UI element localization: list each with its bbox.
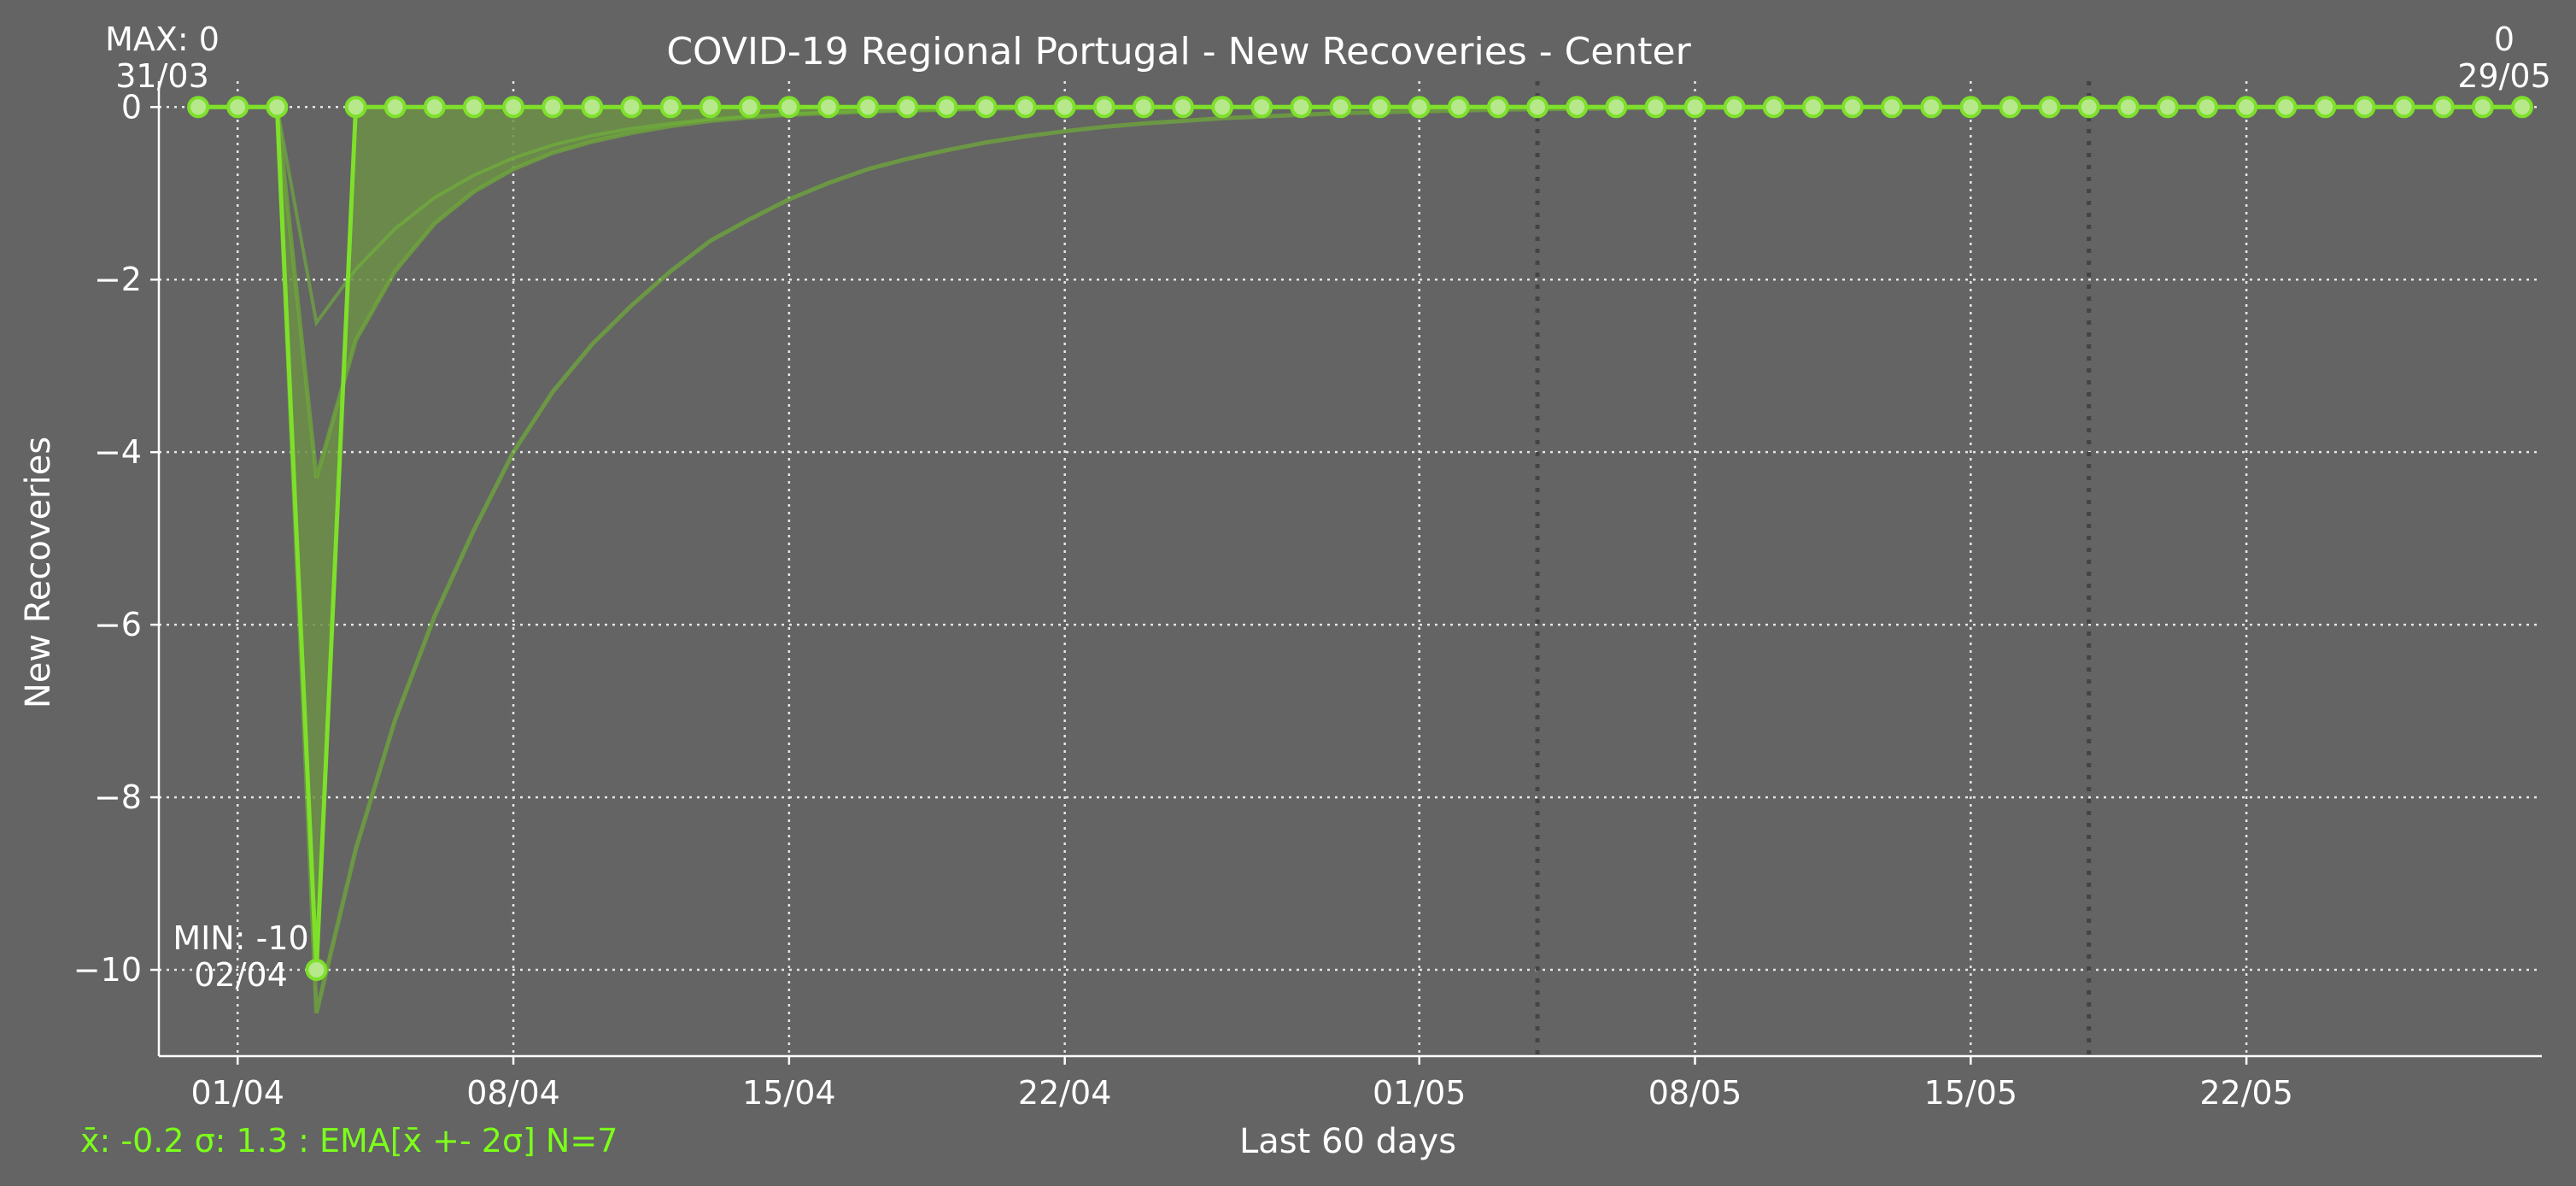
data-point <box>2274 96 2298 119</box>
data-point <box>659 96 682 119</box>
data-point <box>1486 96 1509 119</box>
data-point <box>1250 96 1273 119</box>
x-tick-label: 15/04 <box>742 1074 836 1112</box>
data-point <box>1999 96 2022 119</box>
data-point <box>1447 96 1470 119</box>
ema-lower-line <box>198 104 2522 1014</box>
ema-upper-line <box>198 104 2522 479</box>
data-series <box>198 104 2522 971</box>
x-tick-label: 01/04 <box>190 1074 284 1112</box>
y-tick-label: −10 <box>73 951 142 989</box>
data-point <box>699 96 722 119</box>
y-axis-label: New Recoveries <box>19 437 58 708</box>
y-tick-label: −4 <box>94 433 142 471</box>
data-point <box>1368 96 1391 119</box>
data-point <box>1172 96 1195 119</box>
y-tick-label: −8 <box>94 778 142 816</box>
data-point <box>1566 96 1589 119</box>
data-point <box>1881 96 1904 119</box>
ema-lines <box>198 104 2522 1014</box>
data-point <box>1920 96 1943 119</box>
data-point <box>305 959 328 982</box>
data-point <box>2510 96 2533 119</box>
data-point <box>1329 96 1352 119</box>
data-point <box>502 96 525 119</box>
data-point <box>1605 96 1628 119</box>
data-point <box>975 96 998 119</box>
series-line <box>198 104 2522 971</box>
data-point <box>1841 96 1864 119</box>
data-point <box>1092 96 1115 119</box>
data-point <box>896 96 919 119</box>
data-point <box>1211 96 1234 119</box>
max-annotation-label: MAX: 0 <box>105 21 220 58</box>
data-point <box>423 96 446 119</box>
data-point <box>1408 96 1431 119</box>
y-ticks: 0 −2 −4 −6 −8 −10 <box>73 88 159 989</box>
grid-lines <box>159 81 2542 1056</box>
chart-title: COVID-19 Regional Portugal - New Recover… <box>666 30 1691 73</box>
data-point <box>2038 96 2061 119</box>
data-point <box>2156 96 2179 119</box>
min-annotation-date: 02/04 <box>194 956 288 994</box>
data-point <box>266 96 289 119</box>
data-point <box>2432 96 2455 119</box>
data-point <box>2235 96 2258 119</box>
data-point <box>935 96 958 119</box>
data-point <box>2314 96 2337 119</box>
ema-band <box>198 107 2522 971</box>
last-date-annotation: 29/05 <box>2457 57 2551 95</box>
data-point <box>2392 96 2415 119</box>
data-point <box>1959 96 1982 119</box>
data-point <box>1290 96 1313 119</box>
data-point <box>817 96 840 119</box>
data-point <box>383 96 407 119</box>
data-point <box>2116 96 2140 119</box>
y-tick-label: 0 <box>121 88 142 126</box>
data-point <box>2077 96 2100 119</box>
data-point <box>1762 96 1785 119</box>
vertical-markers <box>1535 81 2092 1056</box>
data-point <box>1683 96 1707 119</box>
data-point <box>462 96 485 119</box>
data-point <box>738 96 761 119</box>
x-tick-label: 08/05 <box>1648 1074 1742 1112</box>
x-tick-label: 22/04 <box>1018 1074 1112 1112</box>
max-annotation-date: 31/03 <box>115 57 209 95</box>
data-point <box>1526 96 1549 119</box>
ema-band-fill <box>198 107 2522 971</box>
data-point <box>2196 96 2219 119</box>
data-point <box>857 96 880 119</box>
x-axis-label: Last 60 days <box>1239 1122 1456 1161</box>
data-point <box>777 96 800 119</box>
stats-text: x̄: -0.2 σ: 1.3 : EMA[x̄ +- 2σ] N=7 <box>80 1122 618 1160</box>
data-point <box>344 96 367 119</box>
last-value-annotation: 0 <box>2494 21 2515 58</box>
x-tick-label: 08/04 <box>466 1074 560 1112</box>
x-ticks: 01/04 08/04 15/04 22/04 01/05 08/05 15/05 22/05 <box>190 1056 2293 1112</box>
data-point <box>2471 96 2494 119</box>
y-tick-label: −2 <box>94 261 142 298</box>
data-point <box>1723 96 1746 119</box>
y-tick-label: −6 <box>94 606 142 643</box>
data-point <box>620 96 643 119</box>
data-point <box>1801 96 1824 119</box>
data-point <box>581 96 604 119</box>
data-points <box>187 96 2533 982</box>
x-tick-label: 22/05 <box>2199 1074 2293 1112</box>
data-point <box>542 96 565 119</box>
data-point <box>2353 96 2376 119</box>
data-point <box>1053 96 1076 119</box>
x-tick-label: 01/05 <box>1373 1074 1467 1112</box>
data-point <box>187 96 210 119</box>
data-point <box>1014 96 1037 119</box>
data-point <box>1132 96 1155 119</box>
data-point <box>226 96 249 119</box>
x-tick-label: 15/05 <box>1924 1074 2018 1112</box>
data-point <box>1644 96 1667 119</box>
min-annotation-label: MIN: -10 <box>173 919 308 957</box>
